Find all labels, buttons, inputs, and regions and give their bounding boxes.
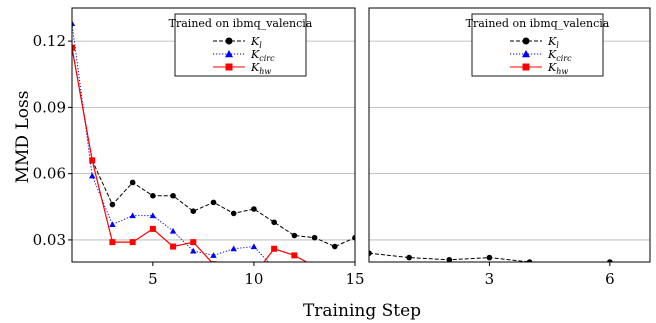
point-K_hw-8 <box>231 272 237 278</box>
point-K_l-5 <box>567 264 573 270</box>
point-K_hw-1 <box>406 277 412 283</box>
x-axis-label: Training Step <box>303 301 421 321</box>
point-K_hw-1 <box>89 157 95 163</box>
point-K_circ-7 <box>210 252 216 258</box>
point-K_l-2 <box>110 202 116 208</box>
left-x-ticks: 5 10 15 <box>148 262 364 288</box>
point-K_circ-8 <box>231 246 237 252</box>
point-K_circ-1 <box>406 272 412 278</box>
point-K_circ-4 <box>526 288 532 294</box>
point-K_hw-11 <box>291 252 297 258</box>
legend-title: Trained on ibmq_valencia <box>466 17 610 30</box>
point-K_circ-13 <box>332 279 338 285</box>
point-K_hw-7 <box>647 286 653 292</box>
point-K_l-9 <box>251 206 257 212</box>
y-tick-label-0: 0.03 <box>33 231 66 249</box>
point-K_hw-5 <box>170 244 176 250</box>
point-K_circ-2 <box>446 276 452 282</box>
y-tick-label-3: 0.12 <box>33 32 66 50</box>
x-tick-label-2: 15 <box>345 270 364 288</box>
point-K_l-8 <box>231 211 237 217</box>
point-K_l-10 <box>271 219 277 225</box>
legend-marker-K_hw <box>523 64 530 71</box>
point-K_l-3 <box>130 180 136 186</box>
x-tick-label-0: 5 <box>148 270 158 288</box>
point-K_circ-12 <box>311 279 317 285</box>
point-K_l-12 <box>312 235 318 241</box>
point-K_circ-10 <box>271 265 277 271</box>
series-line-K_l <box>72 48 355 247</box>
point-K_hw-4 <box>527 279 533 285</box>
point-K_hw-2 <box>446 279 452 285</box>
point-K_l-7 <box>211 200 217 206</box>
legend-marker-K_l <box>226 38 233 45</box>
point-K_hw-2 <box>109 239 115 245</box>
point-K_hw-5 <box>567 283 573 289</box>
point-K_circ-0 <box>366 263 372 269</box>
point-K_l-4 <box>150 193 156 199</box>
point-K_l-13 <box>332 244 338 250</box>
left-y-ticks: 0.03 0.06 0.09 0.12 <box>33 32 72 249</box>
y-axis-label: MMD Loss <box>13 91 33 184</box>
point-K_l-6 <box>190 208 196 214</box>
point-K_hw-13 <box>332 274 338 280</box>
point-K_circ-9 <box>251 243 257 249</box>
point-K_circ-7 <box>647 288 653 294</box>
point-K_hw-10 <box>271 246 277 252</box>
point-K_hw-4 <box>150 226 156 232</box>
point-K_circ-6 <box>190 248 196 254</box>
point-K_hw-3 <box>130 239 136 245</box>
y-tick-label-2: 0.09 <box>33 98 66 116</box>
point-K_hw-0 <box>366 268 372 274</box>
point-K_l-3 <box>487 255 493 261</box>
x-tick-label-1: 10 <box>244 270 263 288</box>
point-K_l-11 <box>292 233 298 239</box>
left-panel: 5 10 15 0.03 0.06 0.09 0.12 Trained on ibmq_v… <box>33 8 365 288</box>
point-K_circ-3 <box>129 212 135 218</box>
point-K_l-1 <box>406 255 412 261</box>
point-K_circ-5 <box>567 285 573 291</box>
x-tick-label-0: 3 <box>485 270 495 288</box>
x-tick-label-1: 6 <box>605 270 615 288</box>
legend-marker-K_l <box>523 38 530 45</box>
point-K_circ-11 <box>291 272 297 278</box>
point-K_circ-2 <box>109 221 115 227</box>
point-K_l-5 <box>170 193 176 199</box>
legend-title: Trained on ibmq_valencia <box>169 17 313 30</box>
point-K_hw-12 <box>312 263 318 269</box>
point-K_l-7 <box>647 266 653 272</box>
point-K_hw-6 <box>190 239 196 245</box>
legend-marker-K_hw <box>226 64 233 71</box>
y-tick-label-1: 0.06 <box>33 165 66 183</box>
